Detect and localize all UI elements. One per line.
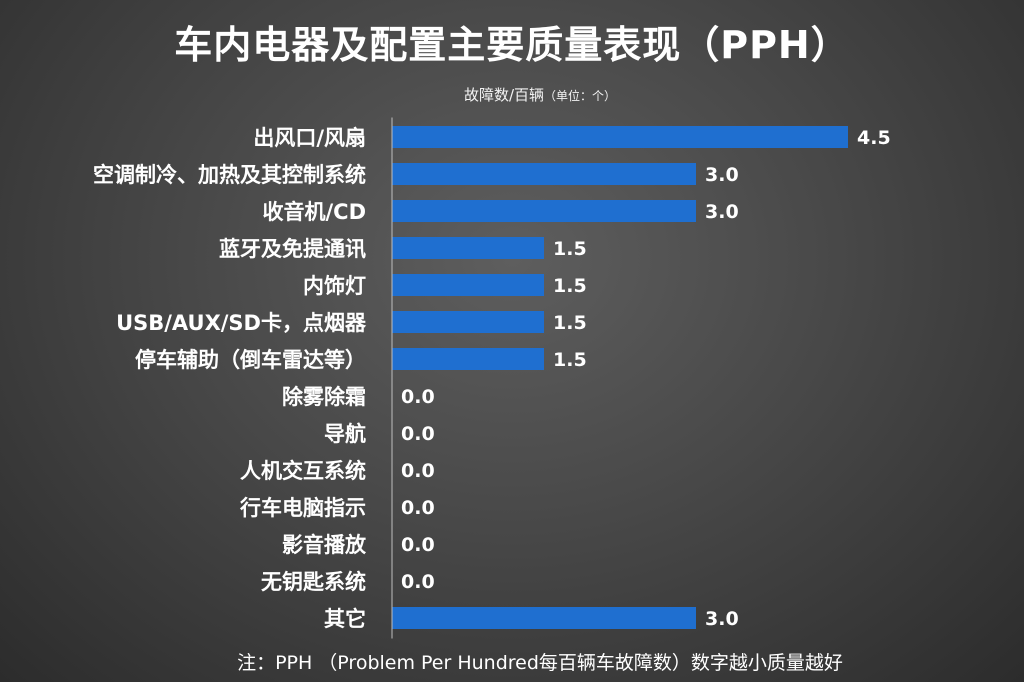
data-label: 3.0: [705, 608, 739, 630]
bar: [392, 237, 544, 259]
category-label: 内饰灯: [303, 274, 366, 298]
category-label: 导航: [324, 422, 366, 446]
data-label: 3.0: [705, 201, 739, 223]
category-label: USB/AUX/SD卡，点烟器: [116, 311, 367, 335]
data-label: 0.0: [401, 571, 435, 593]
footnote: 注：PPH （Problem Per Hundred每百辆车故障数）数字越小质量…: [237, 652, 843, 674]
bar: [392, 348, 544, 370]
category-label: 蓝牙及免提通讯: [219, 237, 366, 261]
data-label: 0.0: [401, 423, 435, 445]
data-label: 0.0: [401, 460, 435, 482]
category-label: 出风口/风扇: [253, 126, 366, 150]
category-label: 影音播放: [282, 533, 367, 557]
bar: [392, 607, 696, 629]
bar: [392, 311, 544, 333]
data-label: 4.5: [857, 127, 891, 149]
chart-title: 车内电器及配置主要质量表现（PPH）: [174, 23, 850, 67]
bar: [392, 126, 848, 148]
category-label: 行车电脑指示: [239, 496, 366, 520]
chart-subtitle: 故障数/百辆（单位：个）: [0, 84, 1024, 105]
data-label: 1.5: [553, 312, 587, 334]
category-label: 空调制冷、加热及其控制系统: [93, 163, 366, 187]
data-label: 0.0: [401, 497, 435, 519]
bar: [392, 200, 696, 222]
subtitle-text: 故障数/百辆: [463, 86, 545, 104]
bar: [392, 274, 544, 296]
category-label: 无钥匙系统: [261, 570, 366, 594]
data-label: 1.5: [553, 275, 587, 297]
category-label: 停车辅助（倒车雷达等）: [135, 348, 366, 372]
data-label: 3.0: [705, 164, 739, 186]
category-label: 其它: [324, 607, 366, 631]
bar: [392, 163, 696, 185]
data-label: 0.0: [401, 534, 435, 556]
unit-note: （单位：个）: [544, 89, 617, 103]
data-label: 1.5: [553, 238, 587, 260]
data-label: 1.5: [553, 349, 587, 371]
category-label: 人机交互系统: [240, 459, 366, 483]
category-label: 收音机/CD: [262, 200, 366, 224]
category-label: 除雾除霜: [282, 385, 366, 409]
data-label: 0.0: [401, 386, 435, 408]
